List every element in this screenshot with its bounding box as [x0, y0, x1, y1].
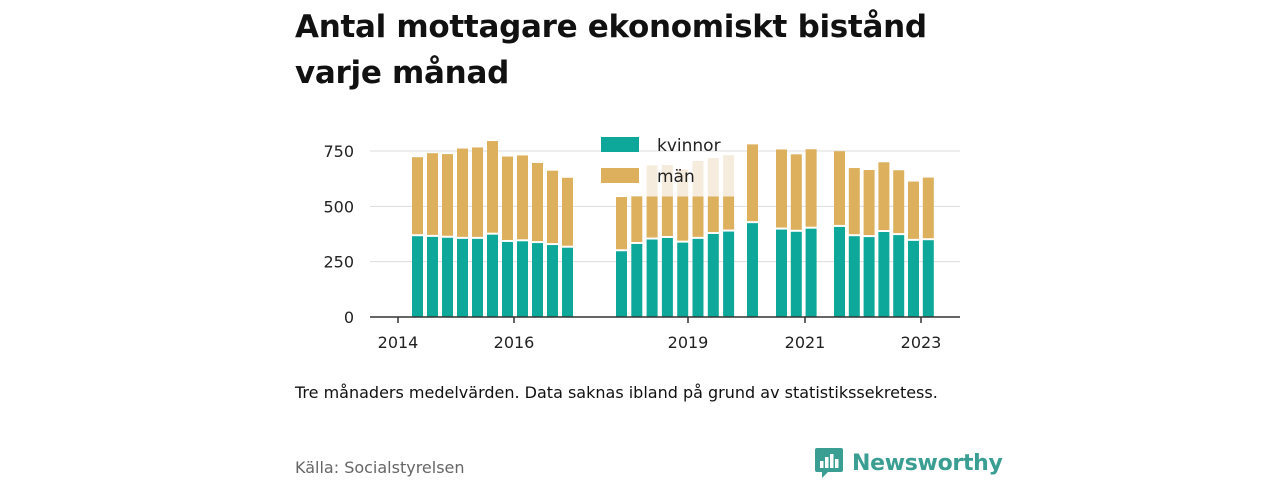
bar-man-behind-legend: [661, 164, 673, 197]
bar-man: [457, 148, 468, 237]
bar-kvinnor: [707, 234, 719, 317]
bar-kvinnor: [502, 241, 513, 317]
bar-man-behind-legend: [677, 169, 689, 197]
legend-swatch-kvinnor: [601, 137, 639, 152]
brand-logo: Newsworthy: [814, 446, 1003, 480]
bar-man: [848, 168, 860, 235]
bar-kvinnor: [427, 236, 438, 317]
bar-kvinnor: [908, 240, 919, 317]
bar-man: [747, 144, 758, 222]
legend-label-man: män: [657, 167, 695, 187]
bar-kvinnor: [412, 236, 423, 317]
bar-kvinnor: [487, 234, 498, 317]
bar-man: [562, 177, 573, 246]
bars: [412, 141, 934, 317]
axes: 2014 2016 2019 2021 2023: [370, 316, 960, 352]
y-tick-label: 250: [323, 253, 354, 272]
bar-kvinnor: [677, 242, 689, 317]
source-credit: Källa: Socialstyrelsen: [295, 458, 465, 477]
legend-swatch-man: [601, 168, 639, 183]
bar-kvinnor: [776, 229, 787, 317]
bar-kvinnor: [457, 238, 468, 317]
bar-kvinnor: [692, 238, 704, 317]
bar-man: [487, 141, 498, 233]
bar-man: [616, 197, 627, 250]
bar-kvinnor: [646, 239, 658, 317]
y-tick-label: 0: [344, 308, 354, 327]
y-tick-label: 500: [323, 197, 354, 216]
bar-kvinnor: [472, 238, 483, 317]
bar-man: [547, 170, 558, 244]
bar-man: [692, 196, 704, 237]
legend: kvinnor män: [601, 136, 721, 187]
x-tick-label: 2023: [901, 333, 942, 352]
bar-man: [908, 181, 919, 239]
bar-kvinnor: [805, 228, 817, 317]
bar-kvinnor: [517, 241, 528, 317]
bar-man-behind-legend: [692, 160, 704, 197]
bar-man: [502, 156, 513, 240]
bar-kvinnor: [922, 240, 934, 317]
legend-label-kvinnor: kvinnor: [657, 136, 721, 156]
bar-kvinnor: [562, 247, 573, 317]
bar-man: [776, 149, 787, 228]
bar-kvinnor: [547, 245, 558, 317]
bar-man-behind-legend: [723, 155, 735, 197]
bar-kvinnor: [747, 223, 758, 317]
bar-kvinnor: [631, 243, 643, 317]
bar-kvinnor: [878, 232, 890, 317]
bar-kvinnor: [532, 243, 543, 317]
bar-man: [863, 170, 875, 236]
bar-man: [661, 196, 673, 236]
bar-man: [834, 151, 845, 225]
bar-kvinnor: [723, 231, 735, 317]
bar-man: [412, 157, 423, 235]
bar-man: [532, 162, 543, 242]
bar-man: [442, 154, 453, 236]
x-tick-label: 2019: [668, 333, 709, 352]
bar-kvinnor: [863, 237, 875, 317]
bar-kvinnor: [834, 226, 845, 317]
gridlines: 0 250 500 750: [323, 142, 960, 327]
bar-man: [790, 154, 802, 230]
bar-man: [646, 196, 658, 238]
stacked-bar-chart: 0 250 500 750 2014 2016 2019 2021 2023 kvinnor …: [323, 136, 960, 352]
brand-name: Newsworthy: [852, 450, 1003, 476]
bar-man: [707, 196, 719, 232]
bar-man: [805, 149, 817, 227]
bar-man: [427, 153, 438, 235]
bar-kvinnor: [616, 251, 627, 317]
bar-man: [878, 162, 890, 231]
x-tick-label: 2021: [785, 333, 826, 352]
x-tick-label: 2016: [494, 333, 535, 352]
bar-kvinnor: [661, 237, 673, 317]
bar-man-behind-legend: [707, 158, 719, 197]
chart-note: Tre månaders medelvärden. Data saknas ib…: [295, 383, 938, 402]
bar-man: [472, 147, 483, 237]
bar-kvinnor: [848, 236, 860, 317]
y-tick-label: 750: [323, 142, 354, 161]
bar-man: [893, 170, 905, 234]
x-tick-label: 2014: [378, 333, 419, 352]
bar-man-behind-legend: [646, 165, 658, 197]
newsworthy-chart-icon: [815, 448, 843, 478]
bar-man: [723, 196, 735, 230]
bar-kvinnor: [790, 231, 802, 317]
bar-kvinnor: [442, 237, 453, 317]
bar-man: [517, 155, 528, 240]
bar-man: [677, 196, 689, 241]
bar-man: [631, 196, 643, 242]
chart-title: Antal mottagare ekonomiskt bistånd varje…: [295, 9, 927, 91]
bar-kvinnor: [893, 235, 905, 317]
bar-man: [922, 177, 934, 239]
